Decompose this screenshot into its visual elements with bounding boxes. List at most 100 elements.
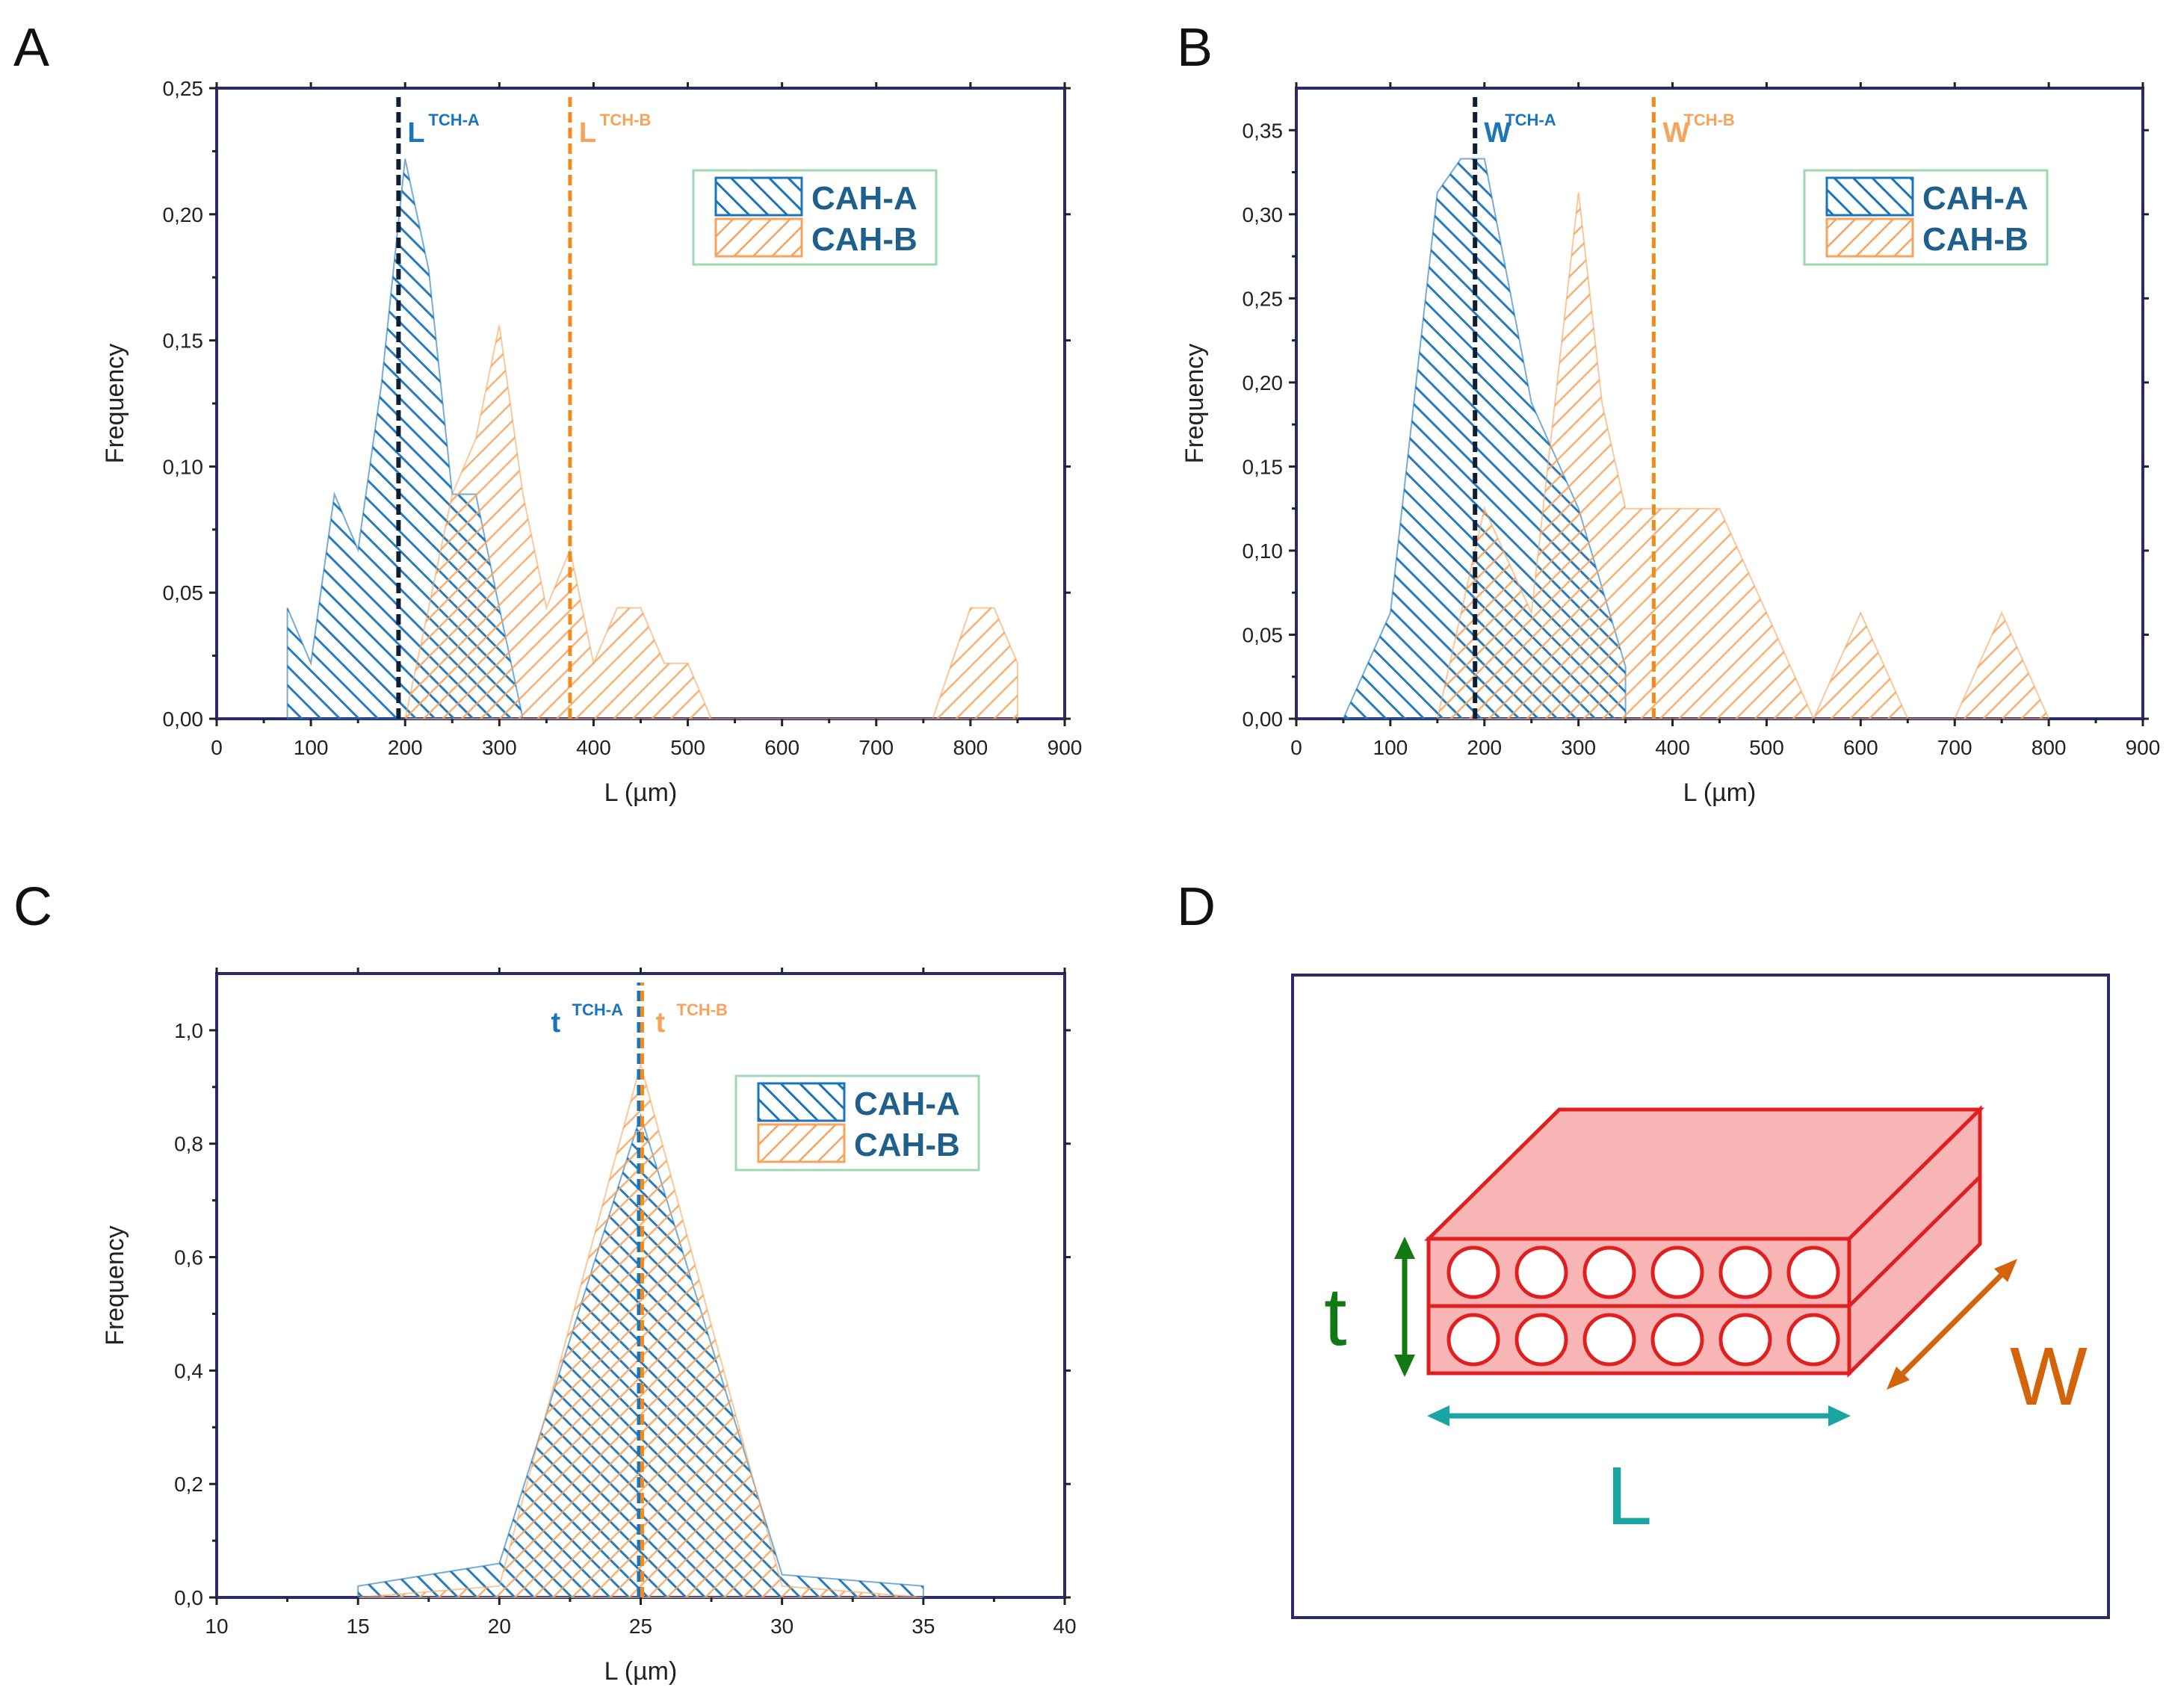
x-axis-title: L (µm) [1683,779,1757,807]
y-tick-label: 1,0 [174,1019,203,1042]
y-tick-label: 0,10 [1243,539,1284,563]
x-tick-label: 500 [1749,736,1784,759]
y-tick-label: 0,20 [1243,371,1284,394]
y-tick-label: 0,8 [174,1133,203,1156]
y-tick-label: 0,25 [163,77,204,100]
fiber-circle [1786,1313,1840,1367]
fiber-circle [1786,1246,1840,1299]
y-tick-label: 0,00 [163,708,204,731]
x-tick-label: 100 [1373,736,1408,759]
mean-label-cah-b: W [1662,117,1689,149]
x-axis-title: L (µm) [604,1657,678,1686]
l-dimension-arrow [1427,1405,1851,1426]
y-tick-label: 0,15 [163,329,204,353]
mean-label-cah-b: L [579,117,596,149]
x-tick-label: 700 [858,736,894,759]
legend-swatch-cah-b [714,217,803,258]
mean-label-cah-a: t [551,1007,561,1039]
x-axis-title: L (µm) [604,779,678,807]
x-tick-label: 35 [912,1615,935,1638]
x-tick-label: 0 [211,736,223,759]
y-tick-label: 0,00 [1243,708,1284,731]
series-area-cah-b [358,1061,923,1598]
x-tick-label: 400 [576,736,611,759]
legend-label-cah-a: CAH-A [854,1086,960,1122]
fiber-circle [1650,1313,1704,1367]
x-tick-label: 10 [205,1615,228,1638]
y-tick-label: 0,30 [1243,203,1284,226]
x-tick-label: 40 [1053,1615,1076,1638]
x-tick-label: 700 [1937,736,1972,759]
diagram-panel-d: t W L [1291,974,2110,1619]
y-axis-title: Frequency [101,344,129,464]
x-tick-label: 25 [629,1615,652,1638]
x-tick-label: 15 [347,1615,370,1638]
panel-letter-c: C [13,877,52,937]
fiber-circle [1446,1246,1500,1299]
y-tick-label: 0,4 [174,1359,203,1382]
legend-label-cah-b: CAH-B [811,221,918,258]
legend-label-cah-a: CAH-A [1922,180,2029,217]
fiber-circle [1582,1313,1636,1367]
x-tick-label: 800 [953,736,988,759]
panel-letter-b: B [1177,18,1213,78]
y-tick-label: 0,35 [1243,119,1284,142]
series-area-cah-b [1436,192,2050,721]
legend-swatch-cah-a [757,1082,846,1122]
fiber-circle [1514,1246,1568,1299]
x-tick-label: 200 [388,736,423,759]
mean-label-sup-cah-a: TCH-A [572,1000,624,1019]
mean-label-sup-cah-b: TCH-B [600,111,651,129]
y-tick-label: 0,2 [174,1473,203,1496]
chart-panel-b: 0 100 200 300 400 500 600 700 800 900 0,00 0,05 0,10… [1181,82,2160,807]
x-tick-label: 400 [1655,736,1690,759]
y-tick-label: 0,6 [174,1246,203,1269]
mean-label-cah-a: L [407,117,424,149]
y-axis-title: Frequency [1181,344,1209,464]
mean-label-cah-b: t [656,1007,666,1039]
y-tick-label: 0,10 [163,455,204,478]
x-tick-label: 300 [482,736,517,759]
t-dimension-arrow [1394,1237,1415,1377]
x-tick-label: 0 [1290,736,1302,759]
x-tick-label: 100 [294,736,329,759]
x-tick-label: 600 [1843,736,1878,759]
series-area-cah-b [403,325,1018,720]
x-tick-label: 900 [2126,736,2161,759]
mean-label-sup-cah-a: TCH-A [1505,111,1556,129]
fiber-circle [1650,1246,1704,1299]
mean-label-sup-cah-a: TCH-A [428,111,480,129]
x-tick-label: 500 [670,736,705,759]
t-label: t [1324,1271,1347,1363]
x-tick-label: 20 [488,1615,511,1638]
chart-panel-c: 10 15 20 25 30 35 40 0,0 0,2 0,4 0,6 0,8 1,0 L (µm) Fr… [101,968,1077,1686]
y-axis-title: Frequency [101,1225,129,1346]
legend-label-cah-b: CAH-B [1922,221,2029,258]
w-dimension-arrow [1887,1259,2017,1390]
y-tick-label: 0,05 [1243,623,1284,646]
w-label: W [2010,1331,2088,1423]
block-right-face-layer-line [1848,1175,1981,1308]
y-tick-label: 0,20 [163,203,204,226]
y-tick-label: 0,15 [1243,455,1284,478]
x-tick-label: 200 [1467,736,1502,759]
mean-label-cah-a: W [1484,117,1511,149]
mean-label-sup-cah-b: TCH-B [677,1000,728,1019]
x-tick-label: 30 [770,1615,793,1638]
mean-label-sup-cah-b: TCH-B [1683,111,1734,129]
legend-swatch-cah-a [714,176,803,217]
fiber-circle [1446,1313,1500,1367]
panel-letter-a: A [13,18,49,78]
legend-label-cah-b: CAH-B [854,1127,960,1163]
x-tick-label: 300 [1561,736,1596,759]
legend-swatch-cah-a [1825,176,1914,217]
l-label: L [1606,1450,1652,1542]
y-tick-label: 0,05 [163,581,204,604]
panel-letter-d: D [1177,877,1216,937]
legend-swatch-cah-b [1825,217,1914,258]
x-tick-label: 600 [764,736,799,759]
legend-swatch-cah-b [757,1123,846,1163]
fiber-circles [1446,1246,1840,1367]
fiber-circle [1718,1313,1772,1367]
